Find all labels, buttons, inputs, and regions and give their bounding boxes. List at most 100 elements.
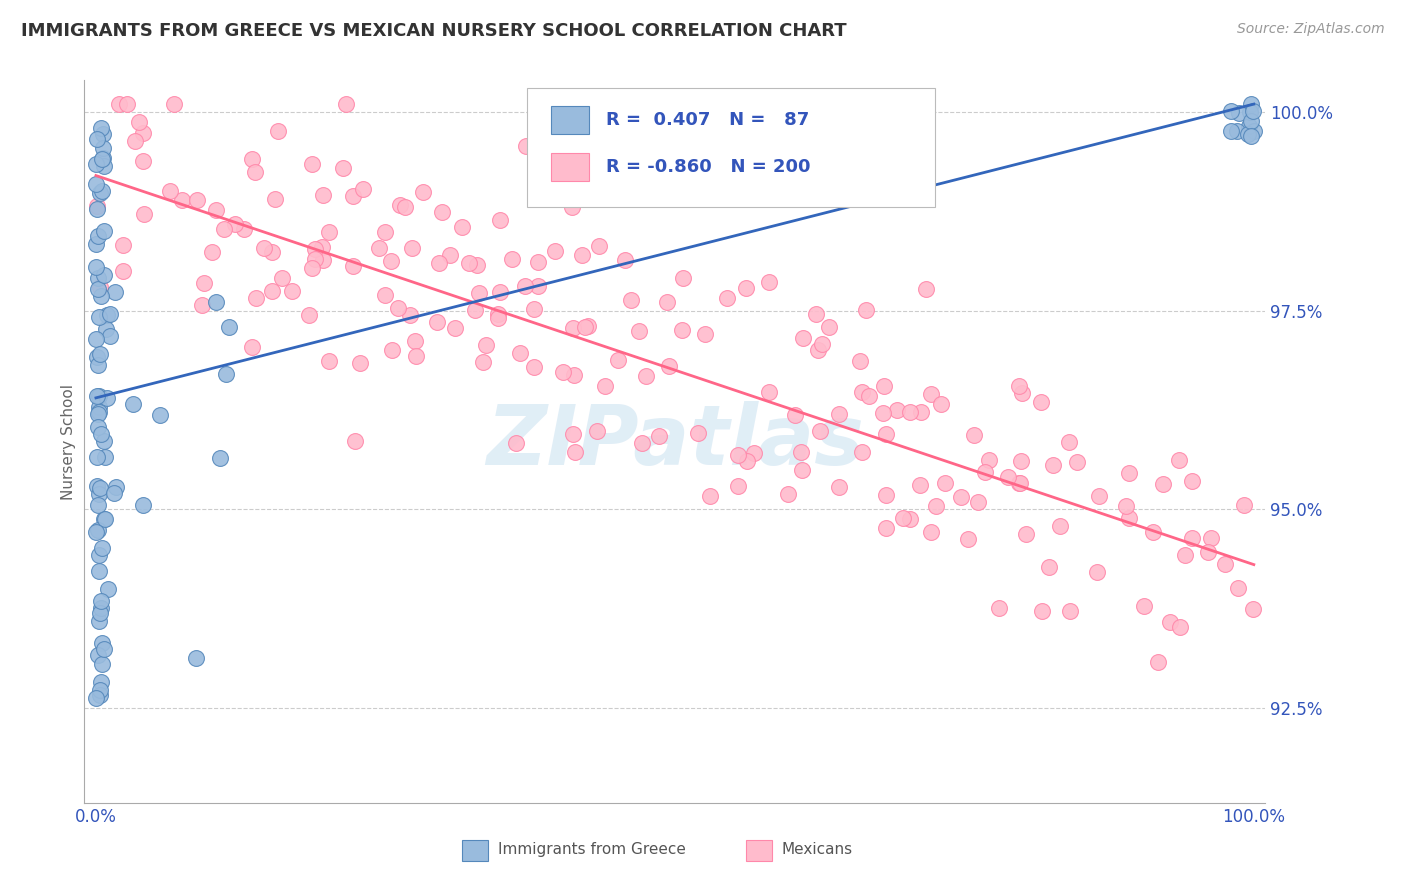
Point	[87, 420, 110, 434]
Point	[849, 354, 872, 368]
Point	[94, 450, 117, 464]
Point	[89, 347, 111, 361]
Point	[716, 292, 738, 306]
Point	[186, 194, 208, 208]
Point	[89, 310, 111, 324]
Point	[170, 193, 193, 207]
Text: Immigrants from Greece: Immigrants from Greece	[498, 842, 686, 857]
Point	[742, 446, 765, 460]
Point	[950, 490, 973, 504]
Point	[87, 564, 110, 578]
Point	[910, 405, 932, 419]
Point	[858, 388, 880, 402]
Point	[90, 541, 112, 555]
Point	[280, 285, 302, 299]
Point	[1042, 458, 1064, 472]
Point	[86, 350, 108, 364]
Point	[1008, 475, 1031, 490]
Point	[94, 322, 117, 336]
Point	[776, 487, 799, 501]
Point	[91, 657, 114, 671]
Point	[828, 407, 851, 421]
Point	[967, 494, 990, 508]
Point	[910, 478, 932, 492]
Point	[489, 285, 512, 300]
Point	[87, 400, 110, 414]
Point	[1142, 524, 1164, 539]
Point	[875, 427, 897, 442]
Point	[318, 226, 340, 240]
Point	[1147, 655, 1170, 669]
Point	[1181, 475, 1204, 489]
Point	[301, 157, 323, 171]
Point	[335, 97, 357, 112]
Point	[1168, 453, 1191, 467]
Point	[301, 260, 323, 275]
Point	[128, 115, 150, 129]
Point	[368, 241, 391, 255]
Point	[486, 311, 509, 326]
Point	[790, 445, 813, 459]
Point	[505, 436, 527, 450]
Point	[1008, 379, 1031, 393]
Y-axis label: Nursery School: Nursery School	[60, 384, 76, 500]
Point	[90, 426, 112, 441]
Point	[267, 124, 290, 138]
Point	[245, 291, 267, 305]
Point	[84, 332, 107, 346]
Point	[84, 177, 107, 191]
Point	[620, 293, 643, 308]
Point	[758, 275, 780, 289]
Point	[93, 268, 115, 282]
Point	[613, 253, 636, 268]
Point	[243, 165, 266, 179]
Point	[1038, 559, 1060, 574]
Point	[87, 389, 110, 403]
Point	[873, 378, 896, 392]
Point	[89, 688, 111, 702]
Point	[737, 453, 759, 467]
Point	[90, 184, 112, 198]
Point	[458, 256, 481, 270]
Point	[1197, 545, 1219, 559]
Point	[108, 97, 131, 112]
Point	[544, 244, 567, 258]
Point	[585, 425, 607, 439]
Point	[1118, 467, 1140, 481]
Point	[1219, 103, 1241, 118]
Point	[84, 525, 107, 540]
Point	[1049, 519, 1071, 533]
Point	[783, 409, 806, 423]
Point	[439, 248, 461, 262]
Point	[875, 487, 897, 501]
Point	[232, 222, 254, 236]
Point	[792, 463, 814, 477]
Point	[103, 486, 125, 500]
Point	[1226, 581, 1249, 595]
Point	[342, 188, 364, 202]
Point	[401, 241, 423, 255]
Point	[695, 326, 717, 341]
Point	[191, 298, 214, 312]
Point	[298, 308, 321, 322]
Point	[851, 445, 873, 459]
Point	[735, 281, 758, 295]
Point	[1159, 615, 1181, 630]
Point	[1168, 620, 1191, 634]
Point	[576, 319, 599, 334]
Point	[224, 217, 246, 231]
Point	[1059, 434, 1081, 449]
Point	[98, 329, 121, 343]
Point	[501, 252, 523, 266]
Point	[628, 324, 651, 338]
Point	[808, 424, 831, 438]
Point	[86, 389, 108, 403]
Point	[89, 607, 111, 621]
Point	[212, 222, 235, 236]
Point	[94, 512, 117, 526]
Point	[93, 641, 115, 656]
Point	[87, 282, 110, 296]
Point	[349, 356, 371, 370]
Point	[311, 240, 333, 254]
Point	[444, 321, 467, 335]
